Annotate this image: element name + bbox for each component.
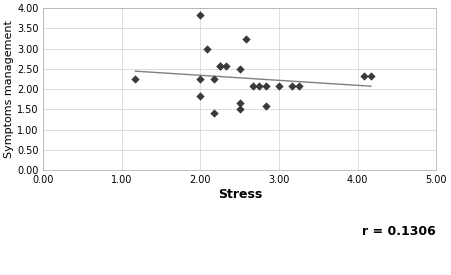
Point [243,36,250,41]
Point [276,84,283,88]
Point [295,84,302,88]
Point [289,84,296,88]
Point [197,77,204,81]
Point [203,46,210,51]
Point [210,111,217,115]
Point [216,64,224,68]
Point [197,94,204,98]
Point [256,84,263,88]
Point [236,107,244,112]
Point [249,84,257,88]
Point [223,64,230,68]
Point [262,104,269,108]
Text: r = 0.1306: r = 0.1306 [362,225,436,238]
Point [360,74,368,78]
Point [210,77,217,81]
Point [236,100,244,105]
Y-axis label: Symptoms management: Symptoms management [4,20,14,158]
Point [132,77,139,81]
X-axis label: Stress: Stress [218,188,262,201]
Point [262,84,269,88]
Point [367,74,374,78]
Point [197,13,204,17]
Point [216,64,224,68]
Point [236,67,244,71]
